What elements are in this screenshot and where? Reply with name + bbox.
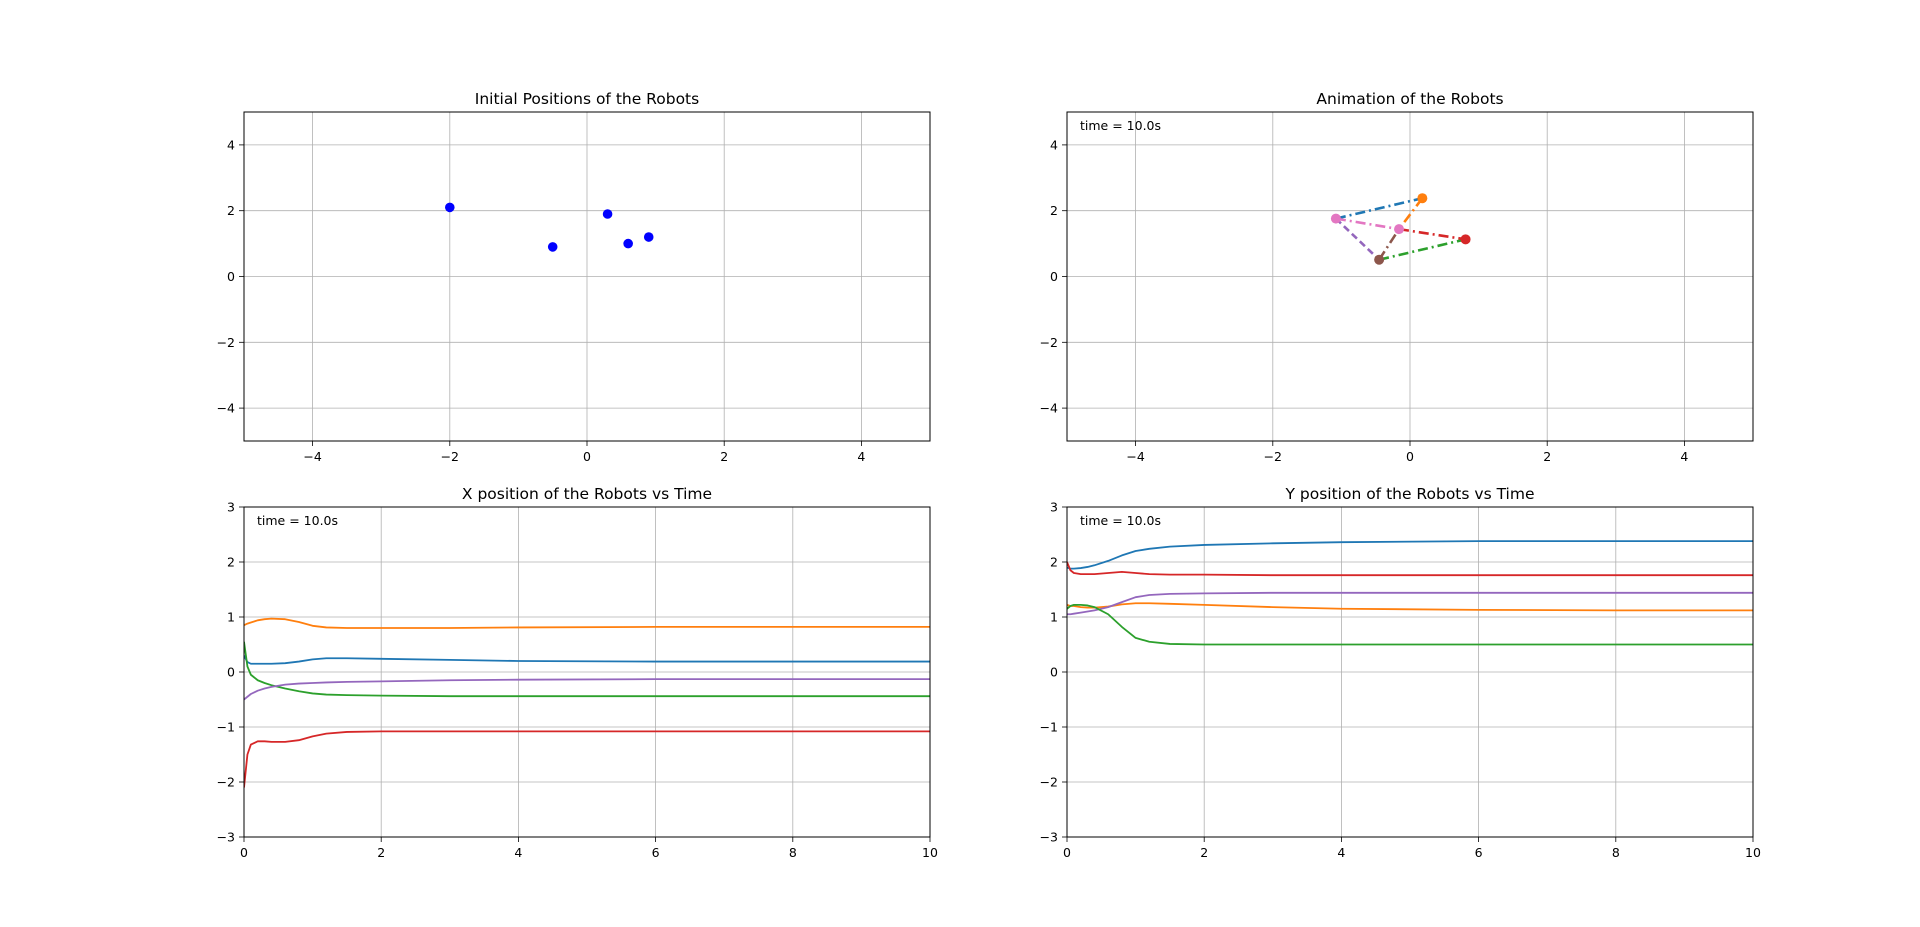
animation-x-tick-label: 2	[1543, 449, 1551, 464]
ypos-y-tick-label: 0	[1050, 665, 1058, 680]
animation-time-label: time = 10.0s	[1080, 118, 1161, 133]
robot-link-line	[1378, 228, 1401, 261]
initial-x-tick-label: −2	[441, 449, 459, 464]
xpos-series-line	[244, 678, 930, 701]
robot-marker	[1417, 193, 1428, 204]
xpos-series-line	[244, 641, 930, 698]
initial-y-tick-label: −2	[217, 335, 235, 350]
animation-x-tick-label: 0	[1406, 449, 1414, 464]
animation-chart-title: Animation of the Robots	[1316, 90, 1503, 108]
xpos-series-line	[244, 617, 930, 629]
ypos-x-tick-label: 6	[1475, 845, 1483, 860]
xpos-y-tick-label: −2	[217, 775, 235, 790]
ypos-y-tick-label: −2	[1040, 775, 1058, 790]
ypos-x-tick-label: 2	[1200, 845, 1208, 860]
xpos-y-tick-label: 2	[227, 555, 235, 570]
xpos-y-tick-label: 3	[227, 500, 235, 515]
xpos-x-tick-label: 2	[377, 845, 385, 860]
xpos-y-tick-label: −3	[217, 830, 235, 845]
robot-link-line	[1335, 217, 1381, 261]
robot-marker	[1374, 254, 1385, 265]
x-position-time-label: time = 10.0s	[257, 513, 338, 528]
ypos-y-tick-label: 1	[1050, 610, 1058, 625]
xpos-y-tick-label: −1	[217, 720, 235, 735]
animation-chart: −4 −2 0 2 4 −4 −2 0 2 4 Animation of the Robots t…	[1040, 90, 1754, 464]
xpos-series-line	[244, 730, 930, 788]
ypos-y-tick-label: −3	[1040, 830, 1058, 845]
initial-robot-point	[643, 232, 654, 242]
animation-y-tick-label: −2	[1040, 335, 1058, 350]
initial-y-tick-label: 2	[227, 203, 235, 218]
xpos-y-tick-label: 1	[227, 610, 235, 625]
initial-robot-point	[547, 242, 558, 252]
initial-robot-point	[602, 209, 613, 219]
y-position-time-label: time = 10.0s	[1080, 513, 1161, 528]
robot-link-line	[1378, 238, 1466, 261]
robot-marker	[1330, 213, 1341, 224]
ypos-series-line	[1067, 561, 1753, 577]
ypos-x-tick-label: 4	[1337, 845, 1345, 860]
robot-link-line	[1335, 196, 1423, 220]
initial-x-tick-label: 2	[720, 449, 728, 464]
xpos-y-tick-label: 0	[227, 665, 235, 680]
animation-y-tick-label: 2	[1050, 203, 1058, 218]
initial-x-tick-label: 4	[857, 449, 865, 464]
ypos-series-line	[1067, 602, 1753, 612]
xpos-x-tick-label: 10	[922, 845, 938, 860]
initial-y-tick-label: −4	[217, 401, 235, 416]
initial-x-tick-label: −4	[303, 449, 321, 464]
animation-x-tick-label: 4	[1680, 449, 1688, 464]
animation-x-tick-label: −4	[1126, 449, 1144, 464]
ypos-x-tick-label: 10	[1745, 845, 1761, 860]
robot-marker	[1394, 224, 1405, 235]
ypos-series-line	[1067, 540, 1753, 570]
x-position-chart: 0 2 4 6 8 10 −3 −2 −1 0 1 2 3 X position of the Robo…	[217, 485, 938, 860]
initial-y-tick-label: 4	[227, 137, 235, 152]
x-position-chart-title: X position of the Robots vs Time	[462, 485, 712, 503]
initial-robot-point	[623, 238, 633, 249]
xpos-x-tick-label: 6	[652, 845, 660, 860]
xpos-series-line	[244, 655, 930, 665]
animation-y-tick-label: 4	[1050, 137, 1058, 152]
initial-positions-chart-title: Initial Positions of the Robots	[475, 90, 699, 108]
animation-y-tick-label: 0	[1050, 269, 1058, 284]
ypos-series-line	[1067, 604, 1753, 646]
robot-marker	[1460, 234, 1471, 245]
xpos-x-tick-label: 0	[240, 845, 248, 860]
ypos-series-line	[1067, 591, 1753, 616]
xpos-x-tick-label: 8	[789, 845, 797, 860]
y-position-chart-title: Y position of the Robots vs Time	[1284, 485, 1534, 503]
ypos-y-tick-label: 3	[1050, 500, 1058, 515]
y-position-chart: 0 2 4 6 8 10 −3 −2 −1 0 1 2 3 Y position of the Robo…	[1040, 485, 1761, 860]
xpos-x-tick-label: 4	[514, 845, 522, 860]
initial-positions-chart: −4 −2 0 2 4 −4 −2 0 2 4 Initial Positions of the …	[217, 90, 931, 464]
ypos-x-tick-label: 0	[1063, 845, 1071, 860]
initial-robot-point	[445, 202, 455, 213]
ypos-y-tick-label: 2	[1050, 555, 1058, 570]
ypos-y-tick-label: −1	[1040, 720, 1058, 735]
initial-x-tick-label: 0	[583, 449, 591, 464]
ypos-x-tick-label: 8	[1612, 845, 1620, 860]
initial-y-tick-label: 0	[227, 269, 235, 284]
animation-x-tick-label: −2	[1264, 449, 1282, 464]
animation-y-tick-label: −4	[1040, 401, 1058, 416]
robot-link-line	[1397, 197, 1424, 230]
